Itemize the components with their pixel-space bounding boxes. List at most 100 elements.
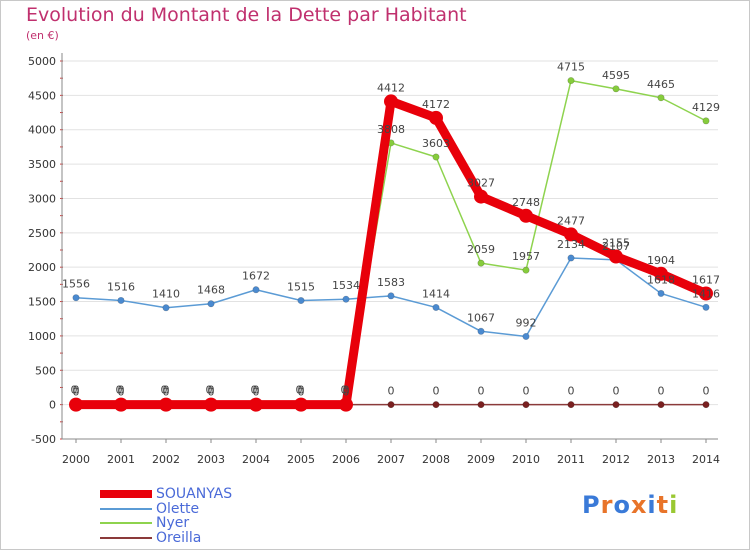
- x-tick-label: 2005: [287, 453, 315, 466]
- data-label-souanyas: 2155: [602, 237, 630, 250]
- logo-letter: t: [656, 491, 670, 519]
- data-label-nyer: 0: [118, 384, 125, 397]
- data-label-nyer: 4595: [602, 69, 630, 82]
- data-point-oreilla: [567, 401, 575, 409]
- data-label-olette: 1618: [647, 273, 675, 286]
- data-point-souanyas: [519, 208, 533, 223]
- y-tick-label: 3000: [28, 192, 56, 205]
- data-label-olette: 2134: [557, 238, 585, 251]
- data-label-olette: 1556: [62, 278, 90, 291]
- data-point-olette: [117, 296, 125, 304]
- x-tick-label: 2009: [467, 453, 495, 466]
- data-point-oreilla: [522, 401, 530, 409]
- chart-subtitle: (en €): [26, 29, 59, 42]
- y-tick-label: 3500: [28, 158, 56, 171]
- data-label-souanyas: 4172: [422, 98, 450, 111]
- y-tick-label: 5000: [28, 55, 56, 68]
- y-tick-label: 4500: [28, 89, 56, 102]
- data-label-nyer: 0: [343, 384, 350, 397]
- data-label-oreilla: 0: [703, 385, 710, 398]
- x-tick-label: 2014: [692, 453, 720, 466]
- data-point-nyer: [432, 153, 440, 161]
- data-label-souanyas: 2477: [557, 214, 585, 227]
- legend-item-olette: Olette: [100, 502, 199, 516]
- data-point-olette: [567, 254, 575, 262]
- data-label-oreilla: 0: [251, 384, 258, 397]
- data-label-oreilla: 0: [523, 385, 530, 398]
- data-label-oreilla: 0: [613, 385, 620, 398]
- logo-letter: o: [613, 491, 631, 519]
- y-tick-label: 2500: [28, 227, 56, 240]
- data-label-oreilla: 0: [568, 385, 575, 398]
- data-point-souanyas: [249, 397, 263, 412]
- data-label-souanyas: 0: [118, 386, 125, 399]
- x-tick-label: 2006: [332, 453, 360, 466]
- data-label-oreilla: 0: [658, 385, 665, 398]
- data-label-nyer: 1957: [512, 250, 540, 263]
- data-point-oreilla: [477, 401, 485, 409]
- legend-label-oreilla: Oreilla: [156, 530, 202, 546]
- data-point-olette: [387, 292, 395, 300]
- data-label-souanyas: 0: [253, 386, 260, 399]
- data-point-olette: [342, 295, 350, 303]
- x-tick-label: 2010: [512, 453, 540, 466]
- data-label-nyer: 2059: [467, 243, 495, 256]
- data-label-oreilla: 0: [341, 384, 348, 397]
- x-tick-label: 2004: [242, 453, 270, 466]
- data-label-oreilla: 0: [478, 385, 485, 398]
- data-label-souanyas: 0: [73, 386, 80, 399]
- logo-letter: x: [630, 491, 648, 519]
- data-label-souanyas: 1904: [647, 254, 675, 267]
- data-label-souanyas: 2748: [512, 196, 540, 209]
- data-label-nyer: 3603: [422, 137, 450, 150]
- data-point-souanyas: [294, 397, 308, 412]
- y-tick-label: 2000: [28, 261, 56, 274]
- data-label-souanyas: 3027: [467, 177, 495, 190]
- data-point-souanyas: [564, 227, 578, 242]
- y-tick-label: 1000: [28, 330, 56, 343]
- data-point-nyer: [567, 77, 575, 85]
- x-tick-label: 2011: [557, 453, 585, 466]
- data-label-oreilla: 0: [116, 384, 123, 397]
- data-label-olette: 1414: [422, 287, 450, 300]
- data-label-olette: 1468: [197, 284, 225, 297]
- data-label-olette: 1067: [467, 311, 495, 324]
- data-point-oreilla: [612, 401, 620, 409]
- data-label-oreilla: 0: [206, 384, 213, 397]
- legend-item-souanyas: SOUANYAS: [100, 487, 232, 501]
- data-point-oreilla: [387, 401, 395, 409]
- data-point-souanyas: [474, 189, 488, 204]
- legend-item-nyer: Nyer: [100, 516, 189, 530]
- data-label-oreilla: 0: [433, 385, 440, 398]
- y-tick-label: 1500: [28, 296, 56, 309]
- legend-swatch-souanyas: [100, 490, 152, 498]
- data-point-souanyas: [69, 397, 83, 412]
- data-label-souanyas: 0: [208, 386, 215, 399]
- y-tick-label: 500: [35, 364, 56, 377]
- data-label-oreilla: 0: [71, 384, 78, 397]
- data-point-souanyas: [384, 94, 398, 109]
- logo-letter: P: [582, 491, 601, 519]
- data-label-olette: 992: [516, 316, 537, 329]
- y-tick-label: 4000: [28, 124, 56, 137]
- x-tick-label: 2012: [602, 453, 630, 466]
- proxiti-logo: Proxiti: [582, 491, 678, 519]
- x-tick-label: 2013: [647, 453, 675, 466]
- data-point-olette: [477, 327, 485, 335]
- data-label-olette: 1672: [242, 270, 270, 283]
- legend-swatch-nyer: [100, 522, 152, 524]
- data-label-olette: 1516: [107, 280, 135, 293]
- data-label-olette: 2107: [602, 240, 630, 253]
- data-point-nyer: [657, 94, 665, 102]
- data-point-souanyas: [339, 397, 353, 412]
- data-point-olette: [432, 303, 440, 311]
- data-label-souanyas: 0: [298, 386, 305, 399]
- data-point-nyer: [702, 117, 710, 125]
- legend-label-nyer: Nyer: [156, 515, 190, 531]
- data-label-nyer: 0: [163, 384, 170, 397]
- data-point-oreilla: [702, 401, 710, 409]
- data-point-souanyas: [429, 110, 443, 125]
- x-tick-label: 2008: [422, 453, 450, 466]
- legend-label-souanyas: SOUANYAS: [156, 486, 233, 502]
